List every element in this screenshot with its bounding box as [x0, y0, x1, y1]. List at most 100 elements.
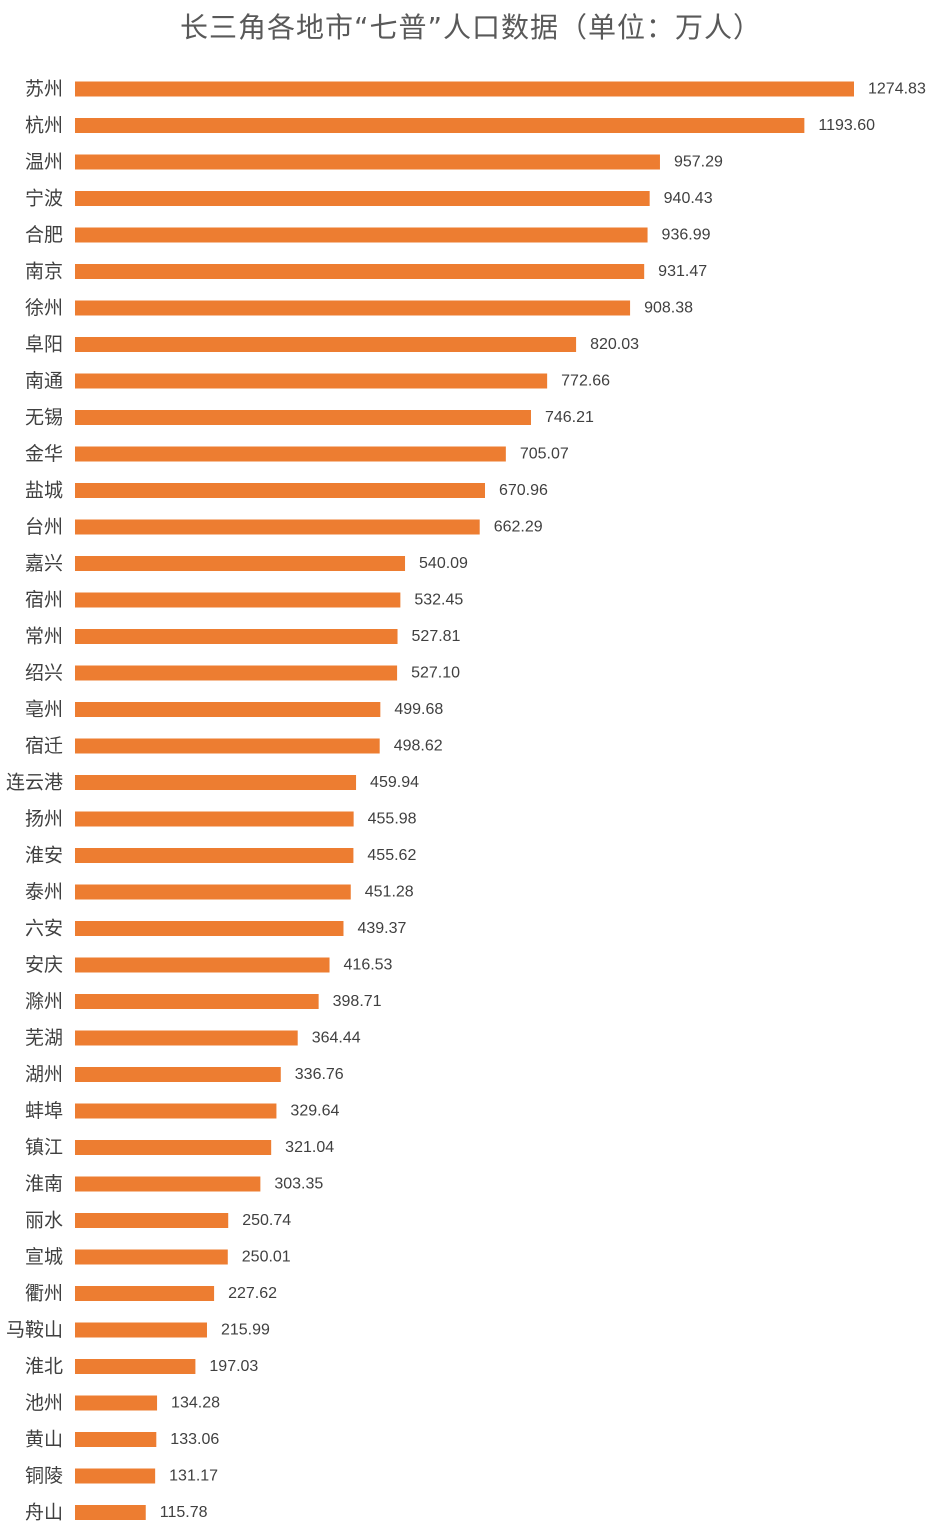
value-label: 499.68: [394, 701, 443, 718]
value-label: 250.74: [242, 1212, 291, 1229]
value-label: 131.17: [169, 1468, 218, 1485]
value-label: 705.07: [520, 446, 569, 463]
bar: [75, 300, 631, 316]
category-label: 绍兴: [25, 662, 63, 684]
bar: [75, 154, 660, 170]
category-label: 淮南: [25, 1173, 63, 1195]
value-label: 416.53: [344, 957, 393, 974]
bar: [75, 811, 354, 827]
category-label: 湖州: [25, 1064, 63, 1086]
bar: [75, 1213, 229, 1228]
bar: [75, 884, 351, 900]
category-label: 亳州: [25, 699, 63, 721]
bar: [75, 556, 406, 571]
bar: [75, 191, 650, 206]
value-label: 455.62: [367, 847, 416, 864]
category-label: 盐城: [25, 480, 63, 502]
category-label: 南通: [25, 370, 63, 392]
category-label: 徐州: [25, 297, 63, 319]
value-label: 908.38: [644, 300, 693, 317]
bar: [75, 1140, 272, 1155]
category-label: 滁州: [25, 991, 63, 1013]
bar: [75, 519, 480, 535]
bar: [75, 1286, 215, 1301]
category-label: 宿州: [25, 589, 63, 611]
category-label: 阜阳: [25, 334, 63, 356]
bar: [75, 446, 506, 462]
bar: [75, 118, 805, 133]
value-label: 451.28: [365, 884, 414, 901]
value-label: 134.28: [171, 1395, 220, 1412]
category-label: 衢州: [25, 1283, 63, 1305]
value-label: 540.09: [419, 555, 468, 572]
bar: [75, 373, 548, 389]
bar: [75, 410, 531, 425]
bar: [75, 775, 357, 790]
bar: [75, 1395, 158, 1411]
category-label: 合肥: [25, 224, 63, 246]
category-label: 舟山: [25, 1502, 63, 1524]
category-label: 南京: [25, 261, 63, 283]
value-label: 398.71: [333, 993, 382, 1010]
value-label: 940.43: [664, 190, 713, 207]
category-label: 淮安: [25, 845, 63, 867]
chart-title: 长三角各地市“七普”人口数据（单位：万人）: [179, 11, 762, 44]
value-label: 498.62: [394, 738, 443, 755]
value-label: 250.01: [242, 1249, 291, 1266]
bars-layer: 苏州 1274.83 杭州 1193.60 温州 957.29 宁波 940.43 合肥 936.…: [6, 78, 926, 1524]
value-label: 439.37: [357, 920, 406, 937]
category-label: 宿迁: [25, 735, 63, 757]
bar: [75, 337, 577, 352]
bar: [75, 921, 344, 936]
bar: [75, 1432, 157, 1447]
bar: [75, 738, 380, 754]
value-label: 133.06: [170, 1431, 219, 1448]
category-label: 六安: [25, 918, 63, 940]
value-label: 662.29: [494, 519, 543, 536]
bar: [75, 1359, 196, 1374]
category-label: 马鞍山: [6, 1319, 63, 1341]
bar: [75, 264, 645, 279]
bar: [75, 483, 485, 498]
value-label: 670.96: [499, 482, 548, 499]
category-label: 嘉兴: [25, 553, 63, 575]
value-label: 957.29: [674, 154, 723, 171]
bar: [75, 848, 354, 863]
bar: [75, 1249, 228, 1265]
category-label: 常州: [25, 626, 63, 648]
value-label: 532.45: [414, 592, 463, 609]
category-label: 安庆: [25, 954, 63, 976]
bar: [75, 702, 381, 717]
value-label: 1193.60: [818, 117, 875, 134]
bar: [75, 1468, 156, 1484]
category-label: 铜陵: [25, 1465, 63, 1487]
bar: [75, 994, 319, 1009]
category-label: 蚌埠: [25, 1100, 63, 1122]
category-label: 苏州: [25, 78, 63, 100]
bar: [75, 1322, 207, 1338]
category-label: 镇江: [25, 1137, 63, 1159]
category-label: 宁波: [25, 188, 63, 210]
bar: [75, 81, 854, 97]
category-label: 无锡: [25, 407, 63, 429]
category-label: 扬州: [25, 808, 63, 830]
value-label: 820.03: [590, 336, 639, 353]
bar: [75, 957, 330, 973]
category-label: 杭州: [25, 115, 63, 137]
value-label: 329.64: [290, 1103, 339, 1120]
value-label: 215.99: [221, 1322, 270, 1339]
category-label: 台州: [25, 516, 63, 538]
bar: [75, 227, 648, 243]
bar: [75, 1505, 146, 1520]
value-label: 336.76: [295, 1066, 344, 1083]
value-label: 1274.83: [868, 81, 926, 98]
value-label: 527.10: [411, 665, 460, 682]
value-label: 746.21: [545, 409, 594, 426]
value-label: 303.35: [274, 1176, 323, 1193]
value-label: 931.47: [658, 263, 707, 280]
category-label: 池州: [25, 1392, 63, 1414]
category-label: 泰州: [25, 881, 63, 903]
category-label: 连云港: [6, 772, 63, 794]
category-label: 黄山: [25, 1429, 63, 1451]
